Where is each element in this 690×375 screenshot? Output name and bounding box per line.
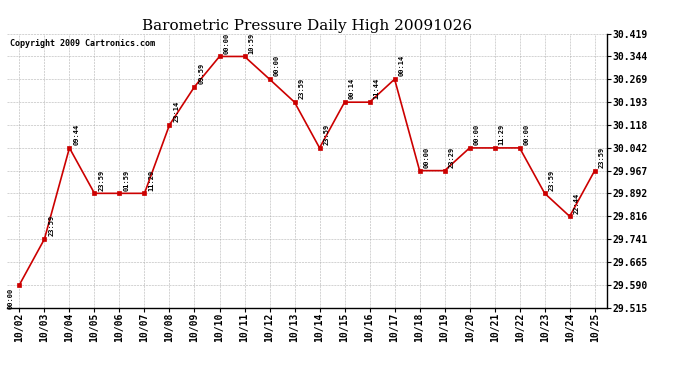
- Text: 11:44: 11:44: [374, 78, 380, 99]
- Text: 23:29: 23:29: [448, 147, 455, 168]
- Text: 22:44: 22:44: [574, 192, 580, 214]
- Text: 09:44: 09:44: [74, 124, 79, 145]
- Text: 10:59: 10:59: [248, 32, 255, 54]
- Text: 00:00: 00:00: [424, 147, 430, 168]
- Text: 11:29: 11:29: [148, 169, 155, 190]
- Text: 00:00: 00:00: [474, 124, 480, 145]
- Text: 00:14: 00:14: [399, 55, 405, 76]
- Text: 11:29: 11:29: [499, 124, 505, 145]
- Text: 00:00: 00:00: [224, 32, 230, 54]
- Text: 01:59: 01:59: [124, 169, 130, 190]
- Text: 23:59: 23:59: [48, 215, 55, 236]
- Text: 23:59: 23:59: [549, 169, 555, 190]
- Text: 00:00: 00:00: [8, 288, 14, 309]
- Title: Barometric Pressure Daily High 20091026: Barometric Pressure Daily High 20091026: [142, 19, 472, 33]
- Text: 23:14: 23:14: [174, 101, 179, 122]
- Text: 23:59: 23:59: [99, 169, 105, 190]
- Text: 23:59: 23:59: [324, 124, 330, 145]
- Text: Copyright 2009 Cartronics.com: Copyright 2009 Cartronics.com: [10, 39, 155, 48]
- Text: 00:00: 00:00: [274, 55, 279, 76]
- Text: 00:14: 00:14: [348, 78, 355, 99]
- Text: 23:59: 23:59: [299, 78, 305, 99]
- Text: 00:00: 00:00: [524, 124, 530, 145]
- Text: 23:59: 23:59: [599, 147, 605, 168]
- Text: 09:59: 09:59: [199, 63, 205, 84]
